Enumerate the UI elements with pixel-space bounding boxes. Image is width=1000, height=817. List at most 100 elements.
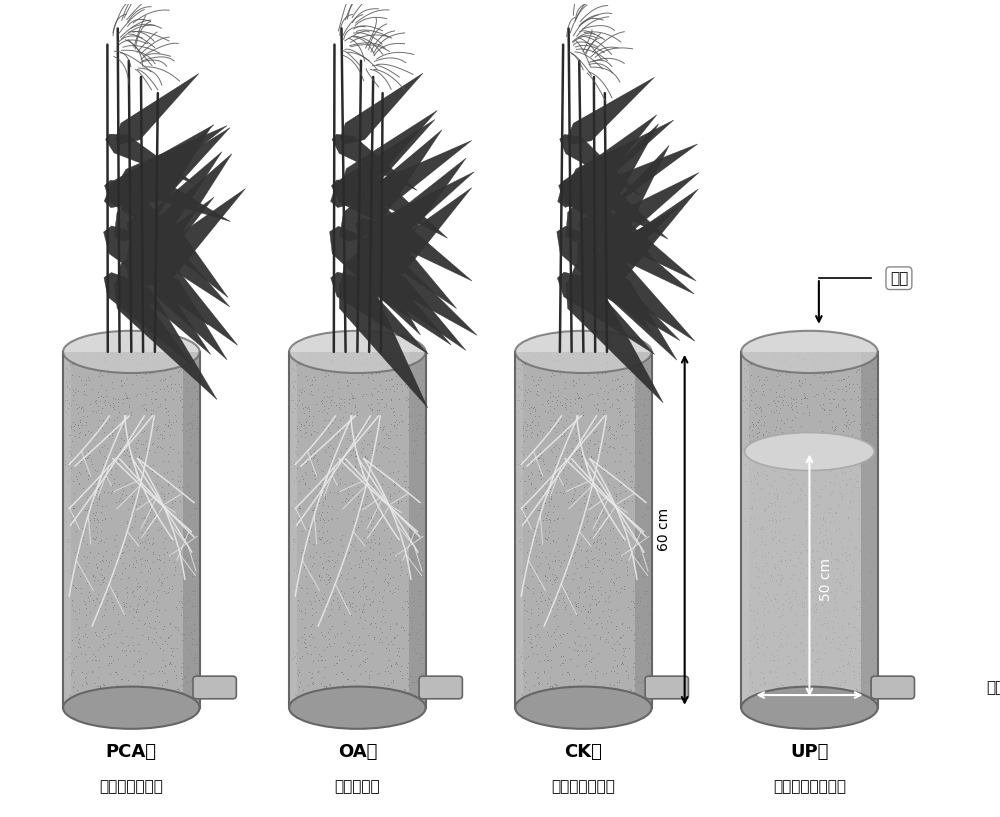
Point	[172, 494, 188, 507]
Point	[152, 373, 168, 386]
Point	[543, 444, 559, 457]
Point	[73, 562, 89, 575]
Point	[152, 427, 168, 440]
Point	[634, 423, 650, 436]
Point	[101, 413, 117, 426]
Point	[380, 679, 396, 692]
Point	[377, 573, 393, 586]
Point	[636, 398, 652, 411]
Point	[568, 444, 584, 457]
Point	[165, 392, 181, 405]
Point	[802, 520, 818, 534]
Point	[514, 358, 530, 371]
Point	[328, 446, 344, 459]
Point	[588, 618, 604, 631]
Point	[597, 547, 613, 560]
Point	[312, 699, 328, 712]
Point	[394, 415, 410, 428]
Point	[127, 560, 143, 574]
Point	[339, 378, 355, 391]
Point	[311, 648, 327, 661]
Point	[412, 653, 428, 666]
Point	[362, 598, 378, 611]
Point	[70, 641, 86, 654]
Point	[405, 691, 421, 704]
Point	[375, 348, 391, 361]
Point	[738, 457, 754, 470]
Point	[358, 690, 374, 703]
Point	[399, 459, 415, 472]
Point	[347, 533, 363, 546]
Point	[560, 462, 576, 475]
Point	[112, 442, 128, 455]
Point	[374, 392, 390, 405]
Point	[612, 549, 628, 562]
Point	[627, 410, 643, 423]
Polygon shape	[567, 78, 654, 145]
Point	[786, 666, 802, 679]
Point	[868, 426, 884, 439]
Point	[77, 428, 93, 441]
Point	[146, 421, 162, 434]
Point	[136, 598, 152, 611]
Point	[523, 431, 539, 444]
Point	[78, 676, 94, 689]
Point	[72, 426, 88, 439]
Point	[827, 553, 843, 566]
Point	[628, 493, 644, 507]
Point	[754, 638, 770, 651]
Point	[531, 409, 547, 422]
Point	[744, 681, 760, 694]
Point	[756, 373, 772, 386]
Point	[351, 558, 367, 571]
Point	[351, 560, 367, 574]
Point	[102, 399, 118, 412]
Point	[374, 423, 390, 436]
Point	[544, 568, 560, 581]
Point	[785, 472, 801, 485]
Point	[602, 431, 618, 444]
Point	[834, 487, 850, 500]
Point	[620, 415, 636, 428]
Point	[867, 393, 883, 406]
Point	[519, 386, 535, 399]
Point	[387, 582, 403, 595]
Point	[344, 489, 360, 502]
Point	[332, 533, 348, 546]
Point	[361, 464, 377, 477]
Point	[387, 631, 403, 644]
Point	[835, 424, 851, 437]
Point	[88, 349, 104, 362]
Point	[77, 619, 93, 632]
Point	[334, 496, 350, 509]
Point	[747, 398, 763, 411]
Point	[852, 401, 868, 414]
Point	[819, 537, 835, 550]
Point	[754, 358, 770, 371]
Point	[177, 352, 193, 365]
Point	[78, 419, 94, 432]
Point	[524, 426, 540, 439]
Point	[134, 676, 150, 690]
Point	[287, 494, 303, 507]
Point	[628, 610, 644, 623]
Point	[301, 402, 317, 415]
Point	[531, 577, 547, 590]
Point	[121, 681, 137, 694]
Point	[169, 641, 185, 654]
Point	[154, 431, 170, 444]
Point	[823, 555, 839, 568]
Point	[792, 567, 808, 580]
Point	[391, 484, 407, 497]
Point	[179, 691, 195, 704]
Point	[557, 400, 573, 413]
Point	[569, 356, 585, 369]
Point	[69, 543, 85, 556]
Point	[550, 544, 566, 557]
Point	[852, 656, 868, 669]
Point	[75, 629, 91, 642]
Point	[530, 602, 546, 615]
Point	[623, 377, 639, 391]
Point	[575, 600, 591, 613]
Point	[840, 429, 856, 442]
